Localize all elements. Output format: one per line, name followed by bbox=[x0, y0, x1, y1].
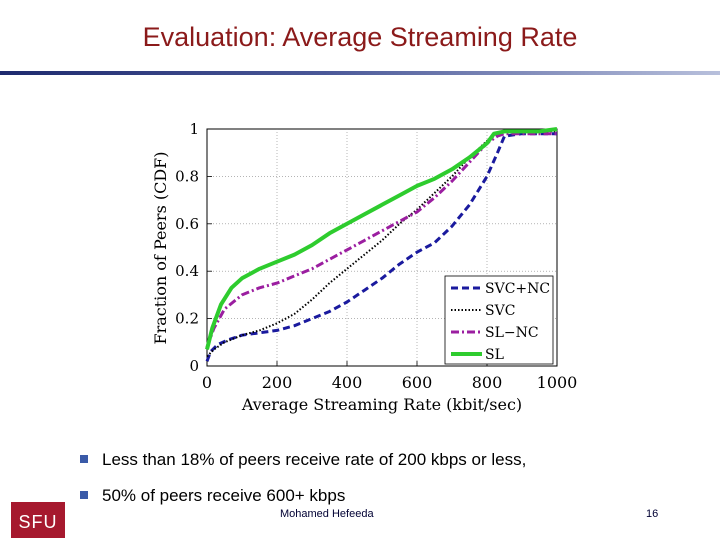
x-tick-label: 0 bbox=[202, 373, 212, 392]
y-tick-label: 0 bbox=[189, 357, 199, 375]
x-tick-label: 200 bbox=[262, 373, 293, 392]
bullet-text: Less than 18% of peers receive rate of 2… bbox=[102, 450, 527, 469]
legend-label-svc-nc: SVC+NC bbox=[485, 281, 550, 297]
x-tick-label: 800 bbox=[472, 373, 503, 392]
x-tick-label: 600 bbox=[402, 373, 433, 392]
page-number: 16 bbox=[646, 508, 659, 520]
bullet-list: Less than 18% of peers receive rate of 2… bbox=[80, 450, 700, 522]
bullet-marker bbox=[80, 455, 88, 463]
bullet-item: 50% of peers receive 600+ kbps bbox=[80, 486, 700, 508]
x-tick-label: 1000 bbox=[537, 373, 578, 392]
series-line-svc-nc bbox=[205, 132, 557, 362]
series-line-sl-nc bbox=[205, 132, 557, 348]
legend-box bbox=[444, 275, 554, 365]
legend-label-sl: SL bbox=[485, 347, 504, 363]
legend-label-svc: SVC bbox=[485, 303, 515, 319]
chart-legend: SVC+NC SVC SL−NC SL bbox=[444, 275, 554, 365]
bullet-item: Less than 18% of peers receive rate of 2… bbox=[80, 450, 700, 472]
legend-label-sl-nc: SL−NC bbox=[485, 325, 539, 341]
sfu-logo: SFU bbox=[11, 502, 65, 538]
x-axis-label: Average Streaming Rate (kbit/sec) bbox=[241, 395, 522, 414]
y-tick-label: 0.2 bbox=[175, 310, 199, 328]
axis-ticks: 0 200 400 600 800 1000 0 0.2 0.4 0.6 0.8 1 bbox=[175, 120, 577, 392]
y-tick-label: 0.8 bbox=[175, 167, 199, 185]
series-line-sl bbox=[205, 127, 558, 350]
y-axis-label: Fraction of Peers (CDF) bbox=[151, 151, 170, 344]
title-divider bbox=[0, 71, 720, 75]
cdf-chart: 0 200 400 600 800 1000 0 0.2 0.4 0.6 0.8 1 Average … bbox=[151, 120, 577, 414]
y-tick-label: 0.4 bbox=[175, 262, 199, 280]
bullet-text: 50% of peers receive 600+ kbps bbox=[102, 486, 346, 505]
x-tick-label: 400 bbox=[332, 373, 363, 392]
author-name: Mohamed Hefeeda bbox=[280, 508, 374, 520]
bullet-marker bbox=[80, 491, 88, 499]
slide-title: Evaluation: Average Streaming Rate bbox=[142, 22, 578, 52]
y-tick-label: 1 bbox=[189, 120, 199, 138]
series-layer bbox=[205, 127, 558, 362]
y-tick-label: 0.6 bbox=[175, 215, 199, 233]
